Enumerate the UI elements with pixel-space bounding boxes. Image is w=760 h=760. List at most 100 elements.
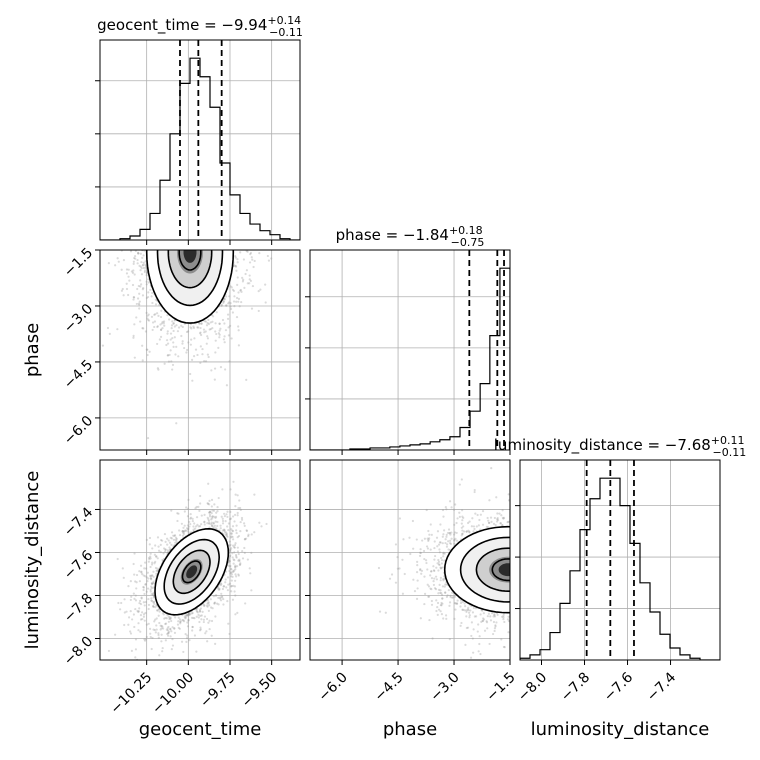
sample-point (181, 242, 183, 244)
sample-point (147, 319, 151, 322)
sample-point (198, 620, 201, 624)
sample-point (203, 520, 206, 524)
sample-point (202, 230, 204, 232)
sample-point (148, 182, 150, 184)
sample-point (196, 353, 199, 357)
sample-point (173, 325, 176, 328)
sample-point (138, 206, 140, 208)
sample-point (222, 300, 226, 303)
sample-point (161, 246, 163, 248)
sample-point (209, 195, 211, 197)
sample-point (156, 567, 159, 570)
sample-point (101, 344, 105, 347)
sample-point (144, 266, 147, 269)
sample-point (133, 256, 136, 260)
sample-point (195, 210, 197, 212)
panel-frame (99, 249, 301, 451)
sample-point (145, 274, 148, 277)
sample-point (209, 221, 211, 223)
sample-point (162, 237, 164, 239)
sample-point (190, 237, 192, 239)
sample-point (172, 211, 174, 213)
sample-point (208, 233, 210, 235)
sample-point (151, 237, 153, 239)
sample-point (217, 176, 219, 178)
sample-point (197, 237, 199, 239)
sample-point (198, 227, 200, 229)
sample-point (198, 322, 201, 325)
sample-point (184, 242, 186, 244)
sample-point (223, 219, 225, 221)
sample-point (166, 243, 168, 245)
sample-point (190, 205, 192, 207)
sample-point (181, 206, 183, 208)
sample-point (233, 545, 236, 549)
sample-point (204, 245, 206, 247)
sample-point (203, 359, 206, 363)
sample-point (203, 210, 205, 212)
sample-point (216, 505, 219, 509)
sample-point (181, 232, 183, 234)
sample-point (217, 346, 220, 349)
sample-point (142, 266, 145, 270)
sample-point (172, 237, 174, 239)
sample-point (172, 329, 175, 333)
sample-point (190, 241, 192, 243)
sample-point (156, 230, 158, 232)
sample-point (160, 213, 162, 215)
sample-point (187, 498, 190, 501)
sample-point (205, 214, 207, 216)
sample-point (158, 230, 160, 232)
sample-point (202, 207, 204, 209)
sample-point (166, 342, 170, 345)
sample-point (160, 538, 163, 542)
sample-point (192, 528, 195, 531)
sample-point (198, 610, 201, 613)
sample-point (194, 208, 196, 210)
sample-point (139, 252, 142, 255)
sample-point (156, 210, 158, 212)
sample-point (205, 225, 207, 227)
sample-point (171, 202, 173, 204)
sample-point (238, 228, 240, 230)
sample-point (239, 251, 242, 254)
sample-point (181, 211, 183, 213)
sample-point (181, 530, 184, 533)
sample-point (149, 241, 151, 243)
sample-point (176, 163, 178, 165)
sample-point (222, 603, 225, 606)
sample-point (154, 170, 156, 172)
sample-point (172, 159, 174, 161)
sample-point (183, 210, 185, 212)
sample-point (193, 169, 195, 171)
sample-point (192, 326, 196, 330)
sample-point (176, 216, 178, 218)
sample-point (173, 246, 175, 248)
sample-point (183, 198, 185, 200)
sample-point (141, 199, 143, 201)
sample-point (212, 232, 214, 234)
sample-point (150, 295, 153, 298)
sample-point (191, 625, 194, 629)
sample-point (152, 204, 154, 206)
sample-point (189, 205, 191, 207)
sample-point (235, 300, 238, 303)
sample-point (225, 304, 228, 307)
sample-point (201, 199, 203, 201)
sample-point (227, 622, 230, 625)
sample-point (208, 511, 211, 514)
sample-point (166, 234, 168, 236)
sample-point (219, 207, 221, 209)
sample-point (151, 547, 154, 550)
sample-point (175, 208, 177, 210)
sample-point (186, 625, 190, 628)
sample-point (182, 242, 184, 244)
sample-point (144, 638, 148, 641)
sample-point (162, 320, 166, 323)
sample-point (177, 234, 179, 236)
sample-point (158, 165, 160, 167)
sample-point (169, 182, 171, 184)
sample-point (250, 533, 253, 536)
sample-point (145, 576, 148, 579)
sample-point (160, 214, 162, 216)
